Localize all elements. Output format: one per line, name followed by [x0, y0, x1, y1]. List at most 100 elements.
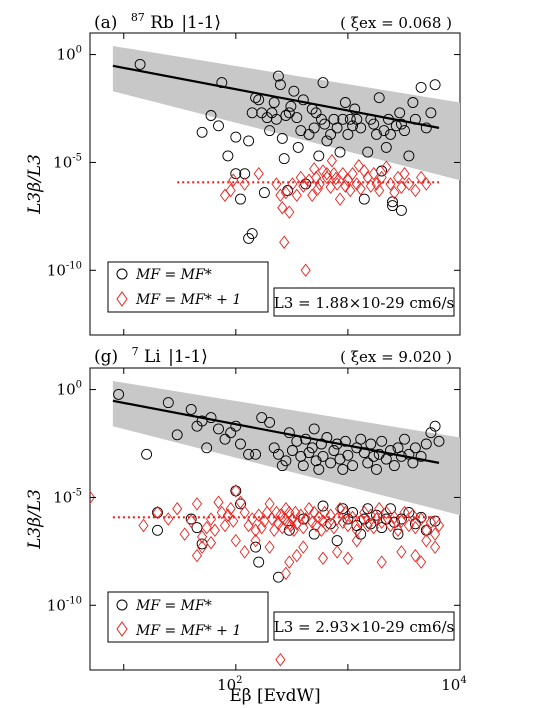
circle-point-rb87-30 [291, 112, 303, 124]
circle-point-rb87-53 [349, 103, 361, 115]
diamond-point-rb87-53 [416, 170, 427, 185]
circle-point-li7-52 [376, 435, 388, 447]
circle-point-li7-47 [362, 457, 374, 469]
circle-point-rb87-2 [205, 110, 217, 121]
circle-point-rb87-29 [288, 85, 300, 97]
circle-point-li7-15 [250, 448, 262, 460]
panel-rb87: 100 10-5 10-10 (a) 87 Rb |1-1⟩ ( ξex = 0.0… [25, 11, 461, 336]
diamond-point-li7-24 [253, 508, 264, 522]
diamond-point-li7-17 [228, 514, 239, 528]
circle-point-li7-26 [297, 460, 309, 472]
circle-point-rb87-66 [385, 128, 396, 140]
diamond-point-li7-63 [347, 510, 358, 525]
diamond-point-li7-74 [385, 518, 396, 533]
circle-point-li7-73 [272, 571, 284, 583]
diamond-point-li7-16 [225, 501, 236, 516]
legend-entry-2-li7: MF = MF* + 1 [135, 623, 241, 639]
diamond-point-rb87-14 [287, 177, 298, 191]
legend-rb87: MF = MF* MF = MF* + 1 [107, 261, 269, 313]
circle-point-rb87-78 [429, 79, 441, 91]
diamond-point-rb87-51 [403, 177, 414, 191]
diamond-point-li7-53 [317, 514, 329, 528]
legend-entry-2-rb87: MF = MF* + 1 [135, 292, 241, 308]
diamond-point-li7-66 [359, 505, 370, 520]
diamond-point-li7-87 [230, 533, 241, 548]
diamond-point-li7-97 [280, 566, 291, 581]
diamond-point-li7-25 [256, 520, 267, 535]
circle-point-rb87-56 [358, 193, 370, 205]
circle-point-li7-33 [315, 438, 327, 450]
diamond-point-li7-67 [362, 518, 373, 533]
diamond-point-li7-55 [321, 518, 332, 533]
diamond-point-rb87-30 [334, 192, 346, 206]
diamond-point-li7-41 [288, 523, 299, 538]
diamond-point-li7-101 [250, 533, 261, 548]
circle-point-li7-9 [213, 423, 224, 435]
diamond-point-li7-43 [291, 517, 302, 531]
circle-point-rb87-17 [264, 125, 276, 137]
diamond-point-li7-3 [163, 512, 174, 526]
diamond-point-li7-85 [430, 527, 441, 541]
circle-point-li7-7 [201, 442, 213, 454]
diamond-point-li7-94 [430, 540, 441, 554]
circle-point-rb87-0 [134, 58, 146, 70]
diamond-point-li7-27 [262, 505, 273, 520]
circle-point-li7-50 [371, 463, 382, 475]
circle-point-li7-21 [280, 455, 292, 467]
diamond-point-li7-71 [374, 501, 385, 516]
diamond-point-rb87-1 [228, 173, 239, 187]
diamond-point-rb87-12 [280, 185, 291, 200]
circle-point-rb87-22 [274, 79, 286, 91]
diamond-point-li7-93 [416, 555, 427, 569]
circle-point-rb87-13 [253, 94, 265, 106]
axis-ticks-rb87: 100 10-5 10-10 [47, 33, 461, 335]
y-tick-label-rb87-0: 100 [57, 45, 82, 64]
diamond-point-rb87-55 [321, 166, 332, 181]
circle-point-rb87-75 [415, 81, 427, 93]
circle-point-rb87-11 [246, 107, 258, 119]
circle-point-li7-40 [337, 463, 349, 475]
circle-point-rb87-48 [337, 113, 349, 125]
l3-value-rb87: L3 = 1.88×10-29 cm6/s [274, 294, 455, 312]
circle-point-li7-61 [409, 442, 421, 454]
diamond-point-li7-5 [179, 527, 190, 541]
circle-point-rb87-69 [394, 107, 406, 119]
diamond-point-li7-91 [342, 551, 353, 566]
legend-entry-1-li7: MF = MF* [135, 598, 212, 614]
diamond-point-li7-8 [197, 530, 208, 544]
circle-point-li7-2 [162, 397, 174, 409]
circle-point-li7-14 [243, 448, 255, 460]
circle-point-li7-36 [325, 457, 337, 469]
l3-box-li7: L3 = 2.93×10-29 cm6/s [273, 611, 455, 641]
diamond-point-li7-65 [355, 514, 366, 528]
circle-point-li7-45 [355, 433, 367, 445]
diamond-point-li7-107 [376, 555, 387, 569]
circle-point-rb87-49 [339, 97, 351, 108]
circle-point-li7-88 [371, 509, 382, 521]
y-tick-label-rb87-2: 10-10 [47, 260, 82, 279]
diamond-point-li7-103 [298, 540, 309, 554]
y-tick-label-li7-1: 10-5 [53, 487, 82, 506]
diamond-point-li7-84 [425, 515, 436, 530]
diamond-point-rb87-17 [298, 179, 309, 193]
fit-line-rb87 [112, 64, 440, 129]
diamond-point-li7-73 [381, 505, 392, 520]
circle-point-rb87-55 [355, 122, 367, 134]
diamond-point-li7-14 [219, 518, 231, 533]
diamond-point-li7-44 [295, 508, 306, 522]
x-axis-label: Eβ [EvdW] [229, 686, 320, 706]
diamond-point-li7-23 [250, 523, 261, 538]
circle-point-li7-17 [264, 416, 276, 428]
diamond-point-li7-7 [191, 497, 203, 511]
diamond-point-rb87-11 [279, 235, 290, 249]
circle-point-li7-43 [347, 460, 359, 472]
circle-point-rb87-47 [334, 146, 346, 158]
circle-point-rb87-71 [399, 125, 410, 137]
diamond-point-rb87-23 [312, 182, 323, 196]
circle-point-li7-16 [256, 412, 268, 424]
diamond-point-li7-102 [239, 545, 250, 559]
y-tick-label-rb87-1: 10-5 [53, 152, 82, 171]
diamond-point-rb87-20 [307, 188, 318, 203]
diamond-point-li7-18 [230, 484, 241, 498]
